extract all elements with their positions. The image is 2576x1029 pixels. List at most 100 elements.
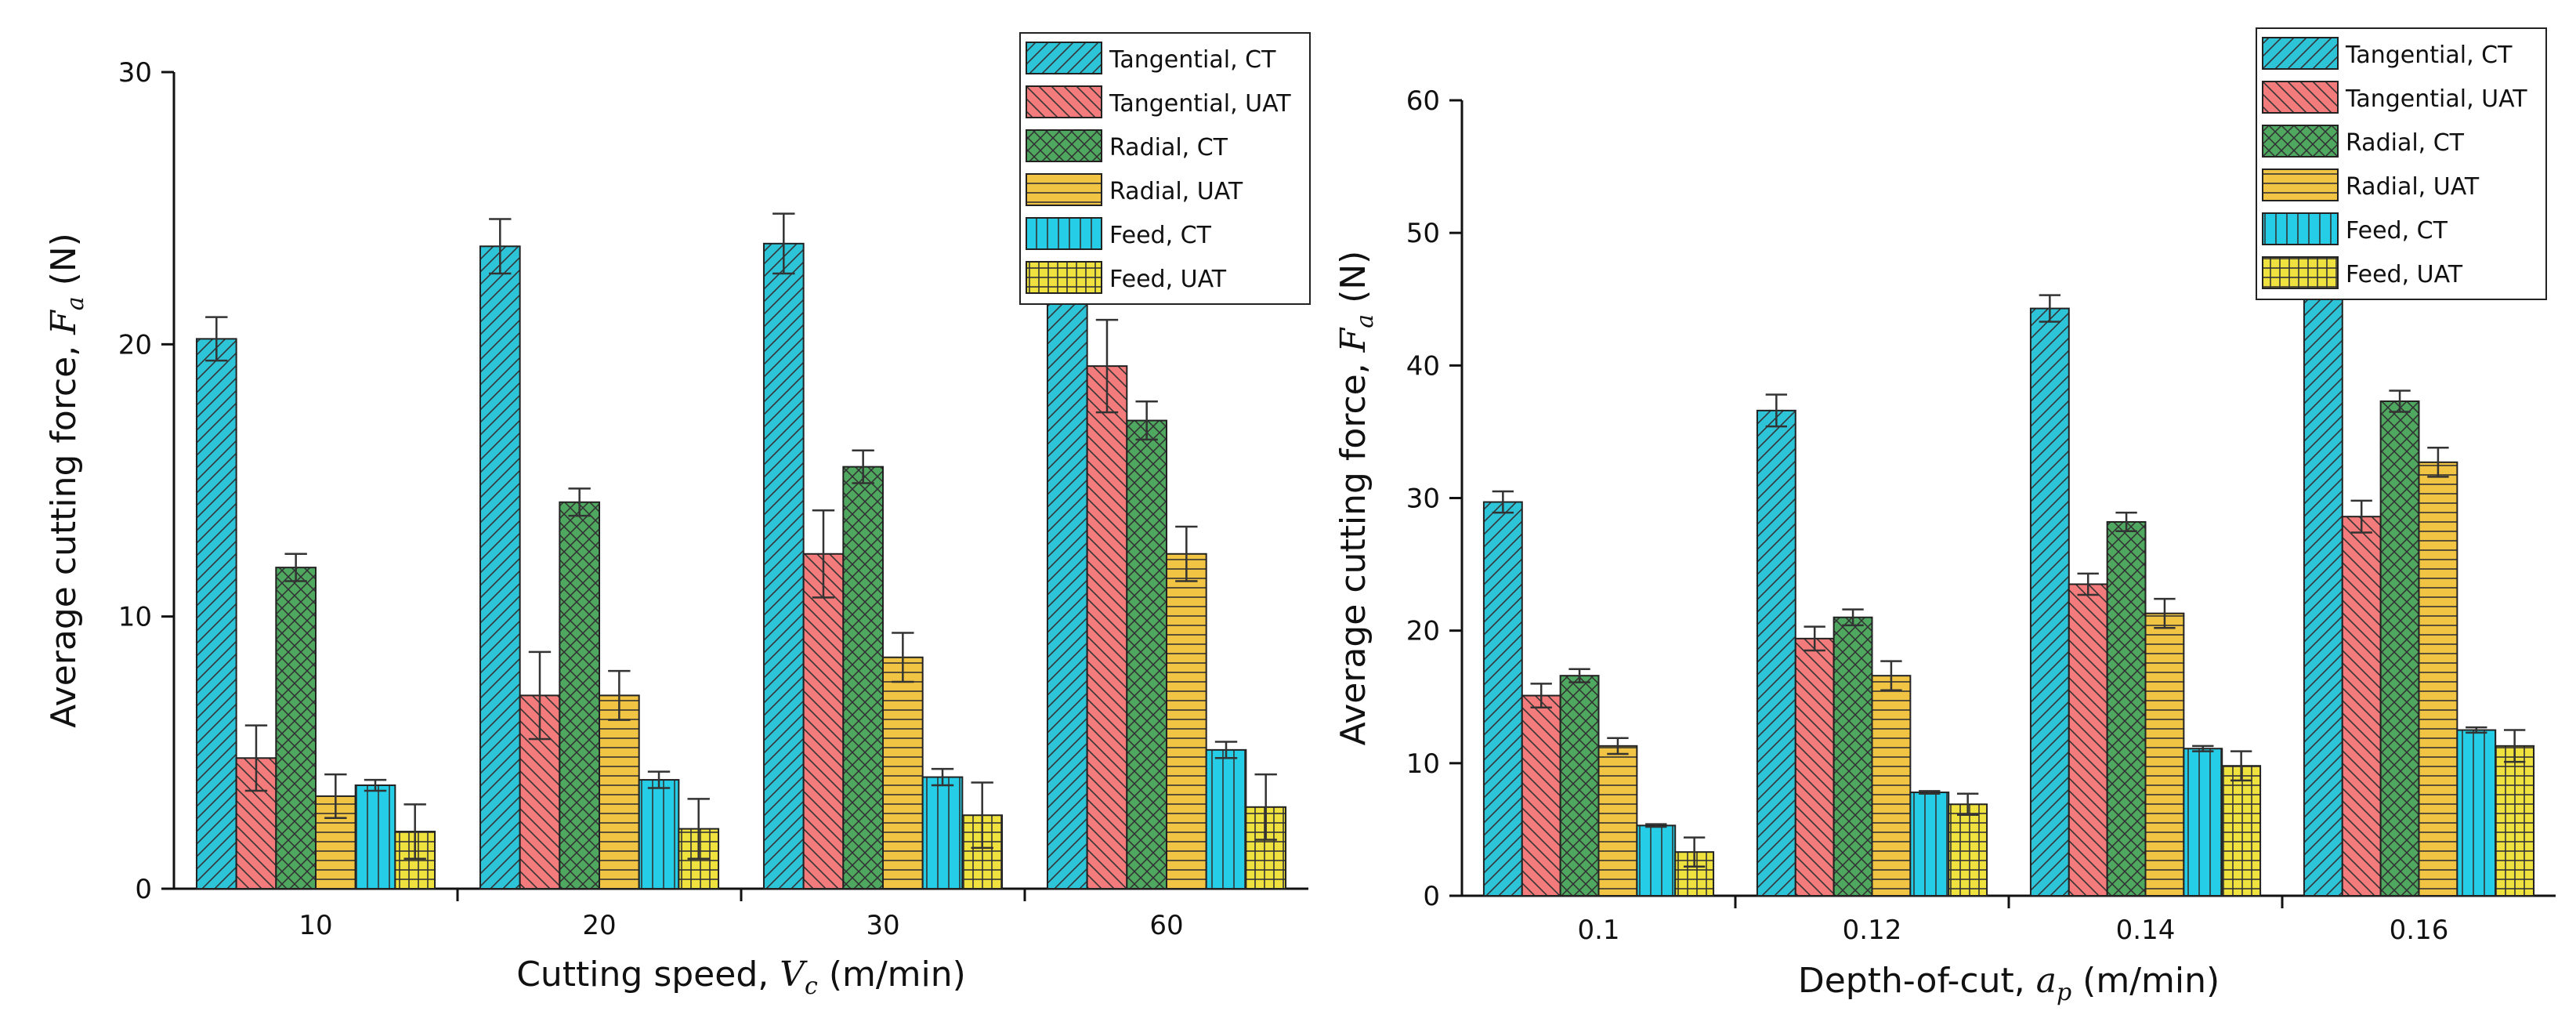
legend-label-rad_uat: Radial, UAT [1109, 178, 1243, 205]
y-axis-title: Average cutting force, Fa (N) [1333, 251, 1379, 746]
x-axis-title: Depth-of-cut, ap (m/min) [1798, 961, 2220, 1006]
error-bar-feed_uat-0.16 [2503, 729, 2526, 763]
bar-tan_uat-0.14 [2068, 583, 2108, 897]
x-tick-label: 0.14 [2116, 915, 2176, 946]
bar-feed_ct-10 [354, 784, 396, 890]
bar-tan_uat-0.16 [2341, 516, 2382, 897]
error-bar-tan_ct-10 [205, 316, 228, 362]
error-bar-feed_ct-20 [647, 770, 671, 789]
bar-tan_ct-0.14 [2029, 307, 2070, 897]
error-bar-rad_ct-0.12 [1842, 608, 1864, 627]
y-tick-label: 40 [1406, 350, 1440, 382]
y-tick-label: 20 [118, 329, 152, 361]
bar-feed_uat-0.14 [2221, 765, 2262, 897]
legend-label-rad_ct: Radial, CT [2346, 129, 2465, 157]
error-bar-tan_ct-20 [489, 218, 512, 275]
x-tick-label: 0.1 [1577, 915, 1619, 946]
bar-feed_ct-0.16 [2456, 729, 2497, 897]
error-bar-rad_uat-10 [324, 773, 347, 819]
bar-rad_ct-60 [1126, 419, 1167, 890]
bar-tan_ct-10 [195, 338, 237, 890]
bar-rad_uat-0.16 [2418, 461, 2458, 897]
error-bar-rad_uat-30 [892, 632, 914, 683]
bar-tan_ct-0.12 [1756, 409, 1796, 897]
error-bar-rad_ct-10 [284, 553, 307, 582]
legend-swatch-tan_uat [1026, 85, 1102, 118]
x-tick-label: 0.12 [1843, 915, 1902, 946]
legend-label-tan_ct: Tangential, CT [2345, 42, 2513, 69]
bar-tan_ct-30 [762, 242, 805, 890]
legend-swatch-feed_uat [2262, 256, 2339, 289]
y-tick-label: 30 [118, 57, 152, 89]
bar-tan_uat-0.12 [1794, 637, 1835, 897]
error-bar-feed_ct-60 [1214, 741, 1238, 759]
error-bar-feed_uat-20 [687, 798, 710, 861]
bar-feed_ct-0.12 [1909, 792, 1950, 897]
legend-swatch-feed_ct [1026, 217, 1102, 250]
error-bar-feed_ct-0.14 [2192, 745, 2214, 752]
error-bar-rad_uat-60 [1175, 525, 1198, 582]
error-bar-rad_ct-20 [568, 487, 591, 517]
legend-label-rad_uat: Radial, UAT [2346, 173, 2480, 201]
bar-feed_ct-0.14 [2183, 748, 2223, 897]
error-bar-rad_uat-0.1 [1607, 737, 1629, 755]
error-bar-tan_uat-60 [1095, 318, 1119, 414]
y-tick-label: 10 [1406, 748, 1440, 780]
legend-swatch-tan_uat [2262, 81, 2339, 114]
legend-label-tan_uat: Tangential, UAT [1109, 90, 1291, 118]
y-tick-label: 10 [118, 602, 152, 633]
error-bar-tan_ct-0.14 [2039, 294, 2061, 323]
legend-swatch-rad_uat [2262, 168, 2339, 201]
bar-rad_uat-60 [1166, 553, 1207, 890]
legend-swatch-tan_ct [2262, 37, 2339, 70]
error-bar-rad_ct-0.16 [2389, 389, 2411, 413]
bar-feed_ct-20 [638, 779, 680, 890]
legend-swatch-rad_ct [2262, 125, 2339, 158]
legend-label-tan_ct: Tangential, CT [1109, 46, 1276, 74]
y-tick-label: 50 [1406, 218, 1440, 249]
bar-rad_uat-20 [599, 694, 640, 890]
bar-feed_ct-60 [1205, 748, 1247, 890]
error-bar-feed_ct-0.16 [2466, 726, 2487, 734]
error-bar-tan_uat-0.1 [1530, 683, 1552, 709]
legend-label-feed_ct: Feed, CT [2346, 217, 2448, 245]
bar-rad_uat-30 [882, 656, 924, 890]
bar-feed_uat-0.12 [1948, 803, 1988, 897]
y-tick-label: 20 [1406, 616, 1440, 647]
error-bar-feed_uat-0.14 [2230, 750, 2252, 782]
error-bar-rad_uat-0.12 [1880, 660, 1902, 692]
bar-feed_ct-30 [921, 776, 964, 890]
legend-frame [1019, 32, 1311, 305]
bar-tan_uat-60 [1086, 365, 1128, 890]
error-bar-tan_ct-30 [772, 212, 795, 275]
error-bar-feed_uat-60 [1254, 773, 1277, 841]
legend-label-feed_ct: Feed, CT [1109, 222, 1212, 249]
error-bar-feed_uat-0.12 [1956, 792, 1979, 817]
error-bar-feed_ct-30 [931, 767, 954, 787]
bar-tan_ct-20 [479, 245, 521, 890]
legend-swatch-feed_uat [1026, 261, 1102, 294]
legend-swatch-feed_ct [2262, 212, 2339, 245]
error-bar-rad_uat-0.16 [2427, 446, 2449, 478]
legend: Tangential, CT Tangential, UAT Radial, CT R… [1019, 32, 1311, 305]
legend-label-feed_uat: Feed, UAT [1109, 266, 1227, 293]
chart-left-cutting-speed: 0 10 20 30 10 20 30 60 Cutting speed, Vc (m/min)… [44, 32, 1311, 1000]
legend-label-rad_ct: Radial, CT [1109, 134, 1228, 161]
error-bar-rad_ct-60 [1135, 400, 1158, 441]
x-tick-label: 0.16 [2390, 915, 2449, 946]
legend-swatch-tan_ct [1026, 42, 1102, 74]
error-bar-feed_uat-30 [971, 781, 993, 850]
bar-feed_ct-0.1 [1636, 824, 1677, 897]
error-bar-tan_uat-0.16 [2350, 499, 2372, 534]
bar-rad_ct-0.16 [2379, 400, 2420, 897]
y-tick-label: 0 [135, 874, 152, 905]
error-bar-rad_ct-30 [852, 449, 874, 484]
legend-label-tan_uat: Tangential, UAT [2345, 85, 2527, 113]
y-tick-label: 30 [1406, 484, 1440, 515]
x-axis-title: Cutting speed, Vc (m/min) [516, 955, 966, 1000]
error-bar-feed_ct-10 [364, 778, 387, 792]
error-bar-feed_ct-0.1 [1645, 823, 1667, 828]
y-tick-label: 0 [1423, 881, 1440, 912]
legend-label-feed_uat: Feed, UAT [2346, 261, 2463, 288]
